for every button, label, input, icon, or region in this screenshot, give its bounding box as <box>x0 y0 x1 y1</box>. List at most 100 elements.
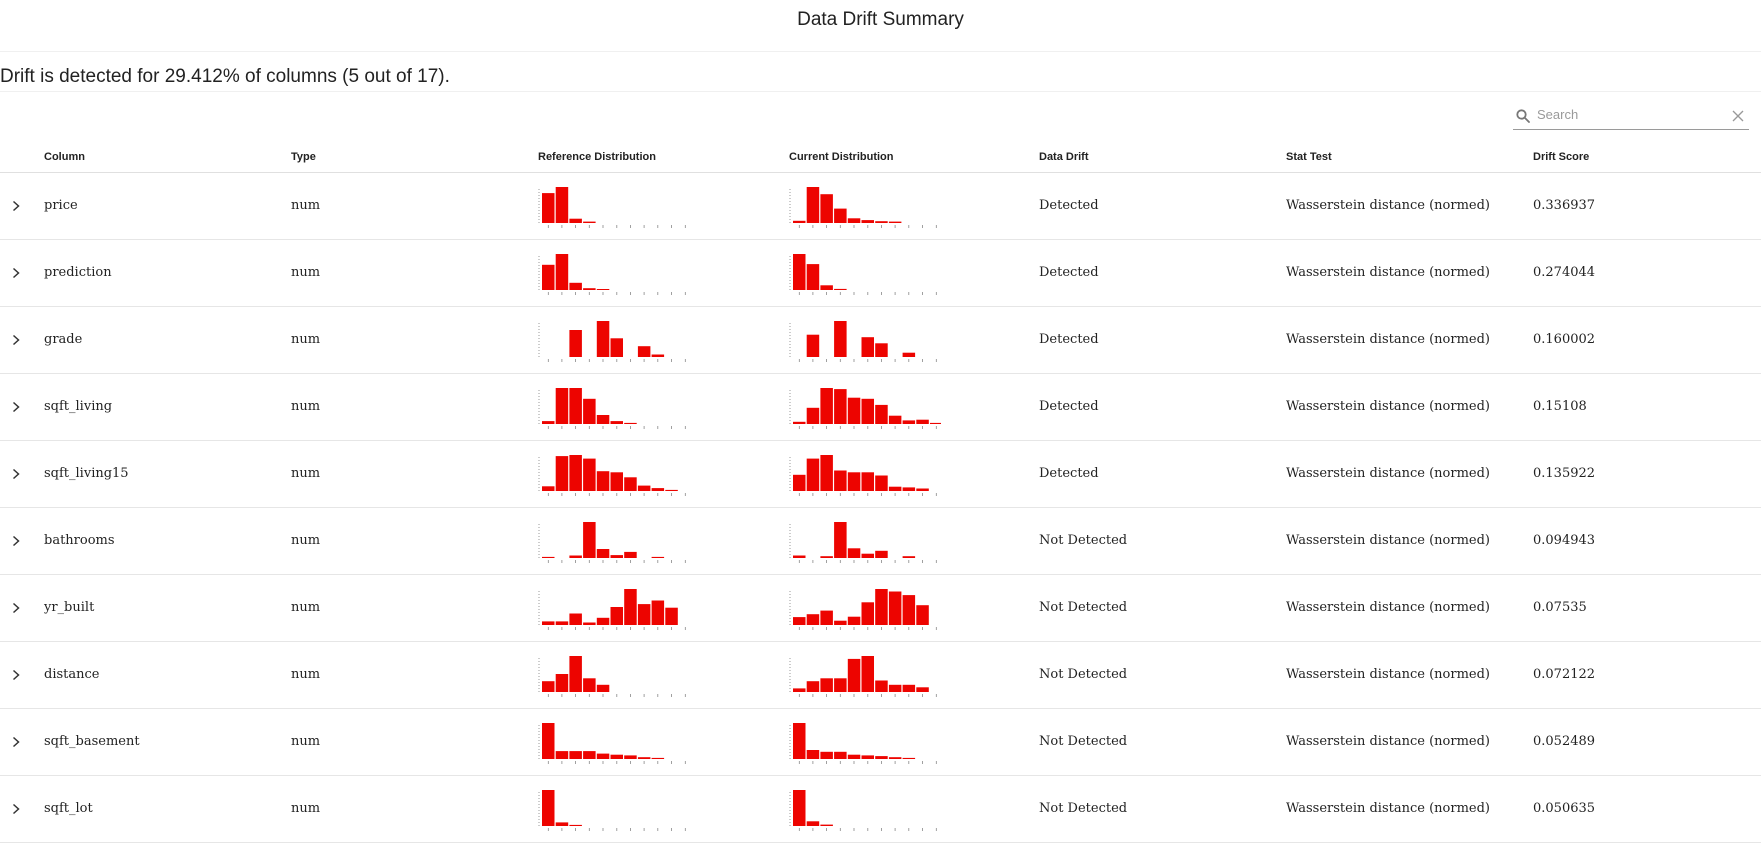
reference-distribution-chart <box>538 254 686 295</box>
cell-stat-test: Wasserstein distance (normed) <box>1286 600 1490 615</box>
hist-bar <box>875 475 888 491</box>
hist-bar <box>651 757 665 759</box>
hist-bar <box>596 321 610 357</box>
hist-bar <box>555 254 569 290</box>
hist-bar <box>902 595 916 625</box>
chevron-right-icon[interactable] <box>8 466 24 482</box>
hist-bar <box>569 751 582 759</box>
cell-data-drift: Detected <box>1039 265 1099 280</box>
hist-bar <box>542 790 555 826</box>
header-current-distribution[interactable]: Current Distribution <box>789 151 894 163</box>
hist-bar <box>793 688 806 692</box>
cell-type: num <box>291 734 321 749</box>
hist-bar <box>834 389 847 424</box>
hist-bar <box>596 684 610 692</box>
cell-type: num <box>291 667 321 682</box>
hist-bar <box>665 607 678 625</box>
hist-bar <box>583 622 596 625</box>
hist-bar <box>624 755 637 759</box>
hist-bar <box>820 556 833 558</box>
hist-bar <box>793 617 806 625</box>
hist-bar <box>793 474 806 491</box>
hist-bar <box>793 790 806 826</box>
current-distribution-chart <box>789 187 937 228</box>
hist-bar <box>820 285 833 290</box>
hist-bar <box>542 681 555 692</box>
table-row[interactable]: yr_built num Not Detected Wasserstein dista… <box>0 575 1761 642</box>
hist-bar <box>596 289 610 290</box>
hist-bar <box>888 221 902 223</box>
hist-bar <box>665 489 678 491</box>
hist-bar <box>610 338 623 357</box>
hist-bar <box>596 549 610 558</box>
current-distribution-chart <box>789 321 937 362</box>
header-data-drift[interactable]: Data Drift <box>1039 151 1089 163</box>
search-input[interactable]: Search <box>1537 107 1579 122</box>
hist-bar <box>902 487 916 491</box>
reference-distribution-chart <box>538 522 686 563</box>
table-row[interactable]: prediction num Detected Wasserstein distanc… <box>0 240 1761 307</box>
hist-bar <box>902 556 916 558</box>
chevron-right-icon[interactable] <box>8 734 24 750</box>
hist-bar <box>806 614 820 625</box>
table-row[interactable]: sqft_living15 num Detected Wasserstein dist… <box>0 441 1761 508</box>
table-row[interactable]: price num Detected Wasserstein distance (no… <box>0 173 1761 240</box>
header-column[interactable]: Column <box>44 151 85 163</box>
chevron-right-icon[interactable] <box>8 533 24 549</box>
table-row[interactable]: sqft_living num Detected Wasserstein distan… <box>0 374 1761 441</box>
hist-bar <box>610 555 623 558</box>
table-row[interactable]: sqft_basement num Not Detected Wasserstein … <box>0 709 1761 776</box>
chevron-right-icon[interactable] <box>8 600 24 616</box>
header-reference-distribution[interactable]: Reference Distribution <box>538 151 656 163</box>
chevron-right-icon[interactable] <box>8 265 24 281</box>
hist-bar <box>569 330 582 357</box>
chevron-right-icon[interactable] <box>8 332 24 348</box>
cell-column: bathrooms <box>44 533 115 548</box>
table-row[interactable]: grade num Detected Wasserstein distance (no… <box>0 307 1761 374</box>
hist-bar <box>806 821 820 826</box>
hist-bar <box>847 397 861 424</box>
header-drift-score[interactable]: Drift Score <box>1533 151 1590 163</box>
hist-bar <box>806 458 820 491</box>
cell-column: sqft_living <box>44 399 113 414</box>
hist-bar <box>793 254 806 290</box>
hist-bar <box>820 194 833 223</box>
reference-distribution-chart <box>538 723 686 764</box>
hist-bar <box>930 422 941 424</box>
table-row[interactable]: distance num Not Detected Wasserstein dista… <box>0 642 1761 709</box>
hist-bar <box>834 620 847 625</box>
hist-bar <box>834 321 847 357</box>
hist-bar <box>569 282 582 290</box>
hist-bar <box>637 604 651 625</box>
hist-bar <box>888 757 902 759</box>
hist-bar <box>875 550 888 558</box>
close-icon[interactable] <box>1731 109 1745 123</box>
cell-data-drift: Not Detected <box>1039 667 1128 682</box>
hist-bar <box>555 187 569 223</box>
hist-bar <box>583 522 596 558</box>
reference-distribution-chart <box>538 187 686 228</box>
chevron-right-icon[interactable] <box>8 667 24 683</box>
hist-bar <box>542 621 555 625</box>
search-field[interactable]: Search <box>1513 104 1749 130</box>
hist-bar <box>806 750 820 759</box>
chevron-right-icon[interactable] <box>8 198 24 214</box>
hist-bar <box>637 757 651 759</box>
hist-bar <box>888 415 902 424</box>
chevron-right-icon[interactable] <box>8 399 24 415</box>
cell-type: num <box>291 533 321 548</box>
table-row[interactable]: bathrooms num Not Detected Wasserstein dist… <box>0 508 1761 575</box>
hist-bar <box>569 388 582 424</box>
hist-bar <box>834 678 847 692</box>
hist-bar <box>847 548 861 558</box>
chevron-right-icon[interactable] <box>8 801 24 817</box>
cell-stat-test: Wasserstein distance (normed) <box>1286 198 1490 213</box>
hist-bar <box>651 556 665 558</box>
header-type[interactable]: Type <box>291 151 316 163</box>
page-title: Data Drift Summary <box>0 0 1761 52</box>
table-row[interactable]: sqft_lot num Not Detected Wasserstein dista… <box>0 776 1761 843</box>
cell-stat-test: Wasserstein distance (normed) <box>1286 801 1490 816</box>
hist-bar <box>624 422 637 424</box>
header-stat-test[interactable]: Stat Test <box>1286 151 1332 163</box>
hist-bar <box>793 421 806 424</box>
